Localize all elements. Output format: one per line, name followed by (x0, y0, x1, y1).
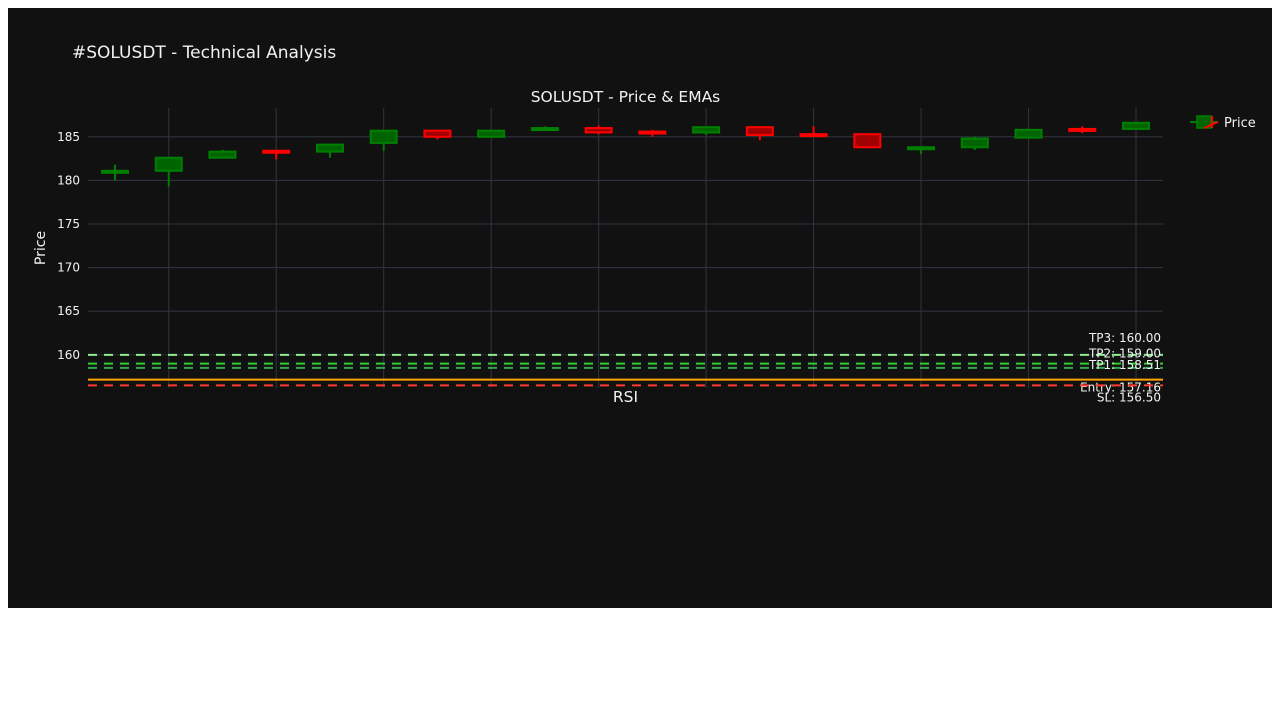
y-tick-label: 175 (57, 217, 80, 231)
candle-up (907, 146, 936, 155)
candle-up (101, 164, 129, 181)
candle-body (853, 133, 882, 149)
candle-body (208, 150, 237, 159)
level-label: TP3: 160.00 (1088, 331, 1161, 345)
candle-body (692, 126, 721, 134)
candle-body (1014, 128, 1043, 139)
legend-price-label: Price (1224, 116, 1256, 131)
candle-up (154, 156, 183, 187)
candle-down (745, 126, 774, 141)
candle-up (1014, 128, 1043, 139)
candle-up (1122, 121, 1150, 130)
candle-up (477, 129, 506, 138)
candle-body (530, 127, 559, 132)
candle-down (262, 149, 291, 160)
candle-down (584, 125, 613, 135)
candle-body (1122, 121, 1150, 130)
candle-body (315, 143, 344, 153)
y-axis-label: Price (33, 231, 49, 265)
y-axis-ticks: 160 165 170 175 180 185 (57, 130, 80, 362)
y-tick-label: 165 (57, 304, 80, 318)
candle-body (745, 126, 774, 137)
chart-background (8, 8, 1272, 608)
candle-up (692, 126, 721, 136)
candle-up (315, 143, 344, 158)
candle-up (208, 149, 237, 159)
level-label: TP1: 158.51 (1088, 358, 1161, 372)
candle-body (154, 156, 183, 172)
candle-body (369, 129, 398, 144)
candle-body (1068, 127, 1097, 132)
level-label: SL: 156.50 (1097, 390, 1161, 404)
candle-down (638, 129, 667, 137)
candle-body (423, 129, 452, 138)
candles (101, 121, 1150, 187)
candle-body (638, 130, 667, 135)
level-label: Entry: 157.16 (1080, 381, 1161, 395)
candle-body (477, 129, 506, 138)
price-subplot-title: SOLUSDT - Price & EMAs (531, 88, 721, 106)
y-tick-label: 185 (57, 130, 80, 144)
candle-up (530, 126, 559, 132)
candle-down (799, 126, 828, 138)
candle-down (1068, 126, 1097, 134)
y-tick-label: 180 (57, 173, 80, 187)
gridlines (88, 108, 1163, 388)
candle-up (960, 136, 989, 150)
candle-body (262, 149, 291, 154)
candle-body (907, 146, 936, 151)
candle-down (853, 133, 882, 149)
candle-up (369, 129, 398, 151)
y-tick-label: 160 (57, 348, 80, 362)
legend[interactable]: Price (1190, 115, 1256, 131)
y-tick-label: 170 (57, 261, 80, 275)
candle-body (584, 127, 613, 134)
level-label: TP2: 159.00 (1088, 347, 1161, 361)
rsi-subplot-title: RSI (613, 388, 638, 406)
figure-title: #SOLUSDT - Technical Analysis (72, 43, 336, 63)
candle-body (101, 169, 129, 174)
candle-down (423, 129, 452, 140)
legend-price-icon (1190, 115, 1219, 129)
candle-body (960, 137, 989, 149)
candle-body (799, 133, 828, 138)
